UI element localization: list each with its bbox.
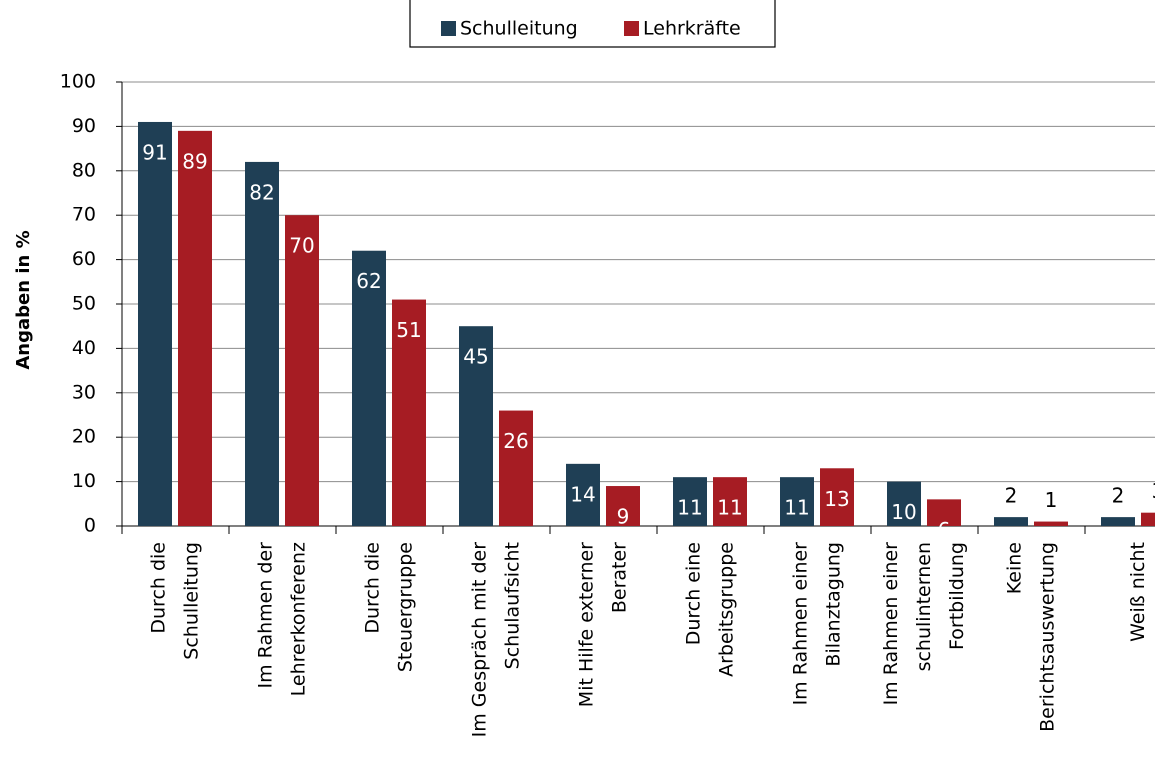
y-tick-label: 30 xyxy=(72,381,96,403)
x-tick-label: Bilanztagung xyxy=(823,542,845,667)
bar xyxy=(1101,517,1135,526)
x-tick-label: Im Gespräch mit der xyxy=(469,542,491,738)
y-tick-label: 0 xyxy=(84,515,96,537)
data-label: 2 xyxy=(1112,484,1125,508)
x-tick-label: Durch die xyxy=(148,542,170,634)
data-label: 26 xyxy=(503,429,528,453)
x-tick-label: Steuergruppe xyxy=(395,542,417,672)
y-tick-label: 50 xyxy=(72,293,96,315)
x-tick-label: Durch die xyxy=(362,542,384,634)
bar xyxy=(138,121,172,527)
bar xyxy=(673,477,707,526)
bar xyxy=(352,250,386,526)
data-label: 70 xyxy=(289,234,314,258)
x-tick-label: Keine xyxy=(1004,542,1026,594)
bar xyxy=(459,326,493,526)
data-label: 13 xyxy=(824,487,849,511)
data-label: 2 xyxy=(1005,484,1018,508)
x-tick-label: Mit Hilfe externer xyxy=(576,542,598,707)
x-tick-label: Im Rahmen einer xyxy=(880,542,902,706)
plot: 0 10 20 30 40 50 60 70 80 90 100 Durch die Schulleit… xyxy=(60,71,1155,738)
data-label: 11 xyxy=(784,496,809,520)
bar xyxy=(499,410,533,526)
x-tick-label: Lehrerkonferenz xyxy=(288,542,310,696)
data-label: 82 xyxy=(249,180,274,204)
data-label: 1 xyxy=(1045,488,1058,512)
legend-swatch xyxy=(624,21,639,36)
x-tick-label: Durch eine xyxy=(683,542,705,645)
x-tick-label: schulinternen xyxy=(913,542,935,671)
x-tick-label: Weiß nicht xyxy=(1127,542,1149,642)
x-tick-label: Berater xyxy=(609,542,631,613)
y-tick-label: 70 xyxy=(72,204,96,226)
bar xyxy=(285,215,319,526)
data-label: 3 xyxy=(1152,479,1155,503)
legend-label: Lehrkräfte xyxy=(643,18,741,40)
data-label: 14 xyxy=(570,482,595,506)
bar xyxy=(927,499,961,526)
bar xyxy=(566,463,600,526)
data-label: 9 xyxy=(617,505,630,529)
bar xyxy=(820,468,854,526)
data-label: 62 xyxy=(356,269,381,293)
data-label: 45 xyxy=(463,345,488,369)
bar xyxy=(1034,521,1068,526)
legend-swatch xyxy=(441,21,456,36)
bar xyxy=(887,481,921,526)
y-tick-label: 60 xyxy=(72,248,96,270)
y-tick-label: 100 xyxy=(60,71,96,93)
y-axis-title: Angaben in % xyxy=(13,230,34,369)
data-label: 11 xyxy=(677,496,702,520)
x-tick-label: Fortbildung xyxy=(946,542,968,650)
y-tick-label: 10 xyxy=(72,470,96,492)
bar xyxy=(994,517,1028,526)
bar xyxy=(1141,512,1155,526)
bar xyxy=(245,161,279,527)
bar xyxy=(392,299,426,526)
data-label: 10 xyxy=(891,500,916,524)
x-tick-label: Schulaufsicht xyxy=(502,542,524,669)
data-label: 89 xyxy=(182,149,207,173)
data-label: 11 xyxy=(717,496,742,520)
legend-label: Schulleitung xyxy=(460,18,578,40)
legend-box xyxy=(409,0,776,48)
data-label: 6 xyxy=(938,518,951,542)
x-tick-label: Im Rahmen einer xyxy=(790,542,812,706)
bar xyxy=(606,486,640,526)
x-tick-label: Schulleitung xyxy=(181,542,203,660)
bar xyxy=(780,477,814,526)
y-tick-label: 80 xyxy=(72,159,96,181)
bar xyxy=(713,477,747,526)
x-tick-label: Arbeitsgruppe xyxy=(716,542,738,677)
y-tick-label: 20 xyxy=(72,426,96,448)
x-tick-label: Berichtsauswertung xyxy=(1037,542,1059,732)
data-label: 91 xyxy=(142,140,167,164)
y-tick-label: 40 xyxy=(72,337,96,359)
y-tick-label: 90 xyxy=(72,115,96,137)
x-tick-label: Im Rahmen der xyxy=(255,542,277,689)
bar xyxy=(178,130,212,526)
data-label: 51 xyxy=(396,318,421,342)
